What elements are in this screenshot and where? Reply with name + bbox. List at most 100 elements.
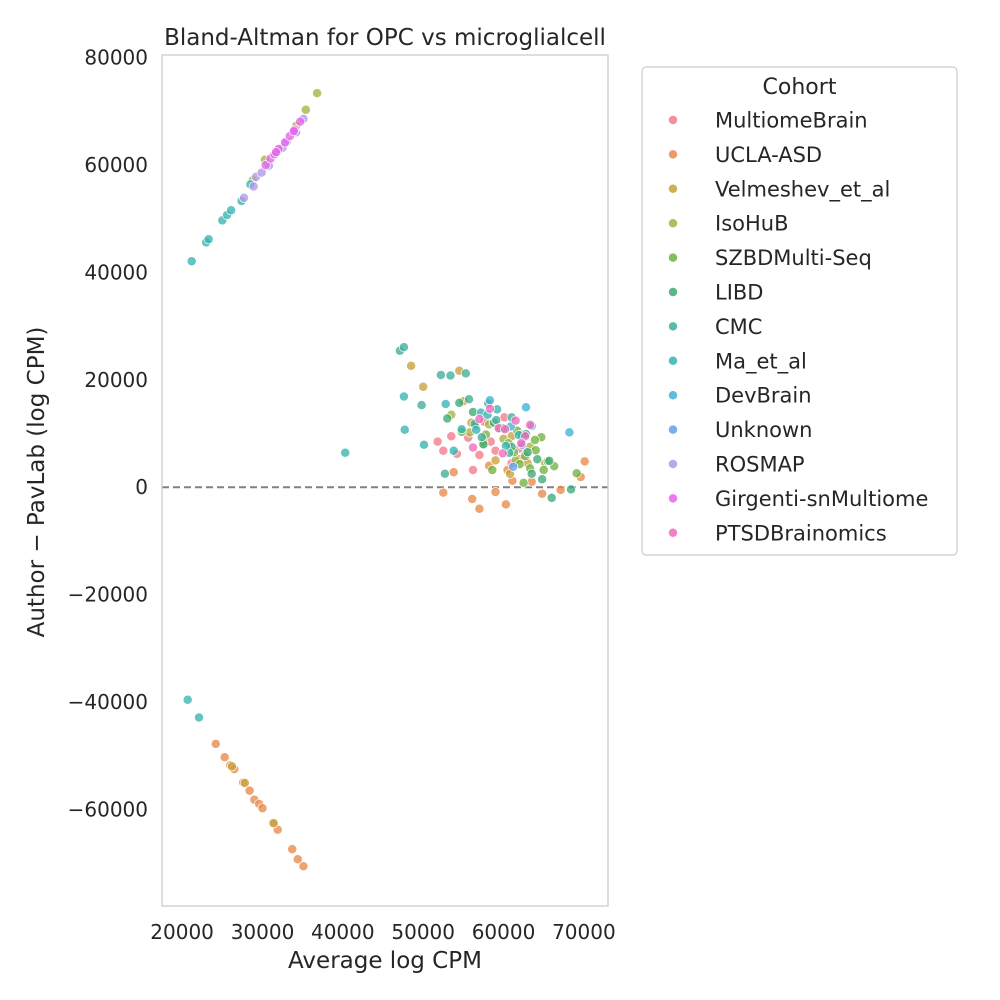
x-axis-label: Average log CPM: [288, 948, 482, 974]
plot-frame: [161, 54, 609, 907]
data-point-rosmap: [248, 181, 259, 192]
legend-entry: Ma_et_al: [715, 349, 807, 374]
legend-marker: [668, 218, 678, 229]
data-point-szbdmulti-seq: [518, 477, 529, 488]
data-point-ma-et-al: [186, 256, 197, 267]
data-point-ma-et-al: [471, 424, 482, 435]
data-point-szbdmulti-seq: [487, 465, 498, 475]
data-point-ma-et-al: [340, 447, 351, 458]
data-point-libd: [544, 455, 555, 466]
y-tick-label: −20000: [68, 583, 148, 607]
legend-marker: [668, 252, 678, 263]
legend-marker: [668, 459, 678, 469]
legend-entry: CMC: [715, 315, 762, 339]
legend-marker: [668, 183, 678, 194]
legend-marker: [668, 493, 678, 504]
y-tick-label: 40000: [84, 260, 148, 284]
plot-area: 20000 30000 40000 50000 60000 70000 80000 60000…: [68, 46, 616, 944]
legend-marker: [668, 115, 678, 125]
data-point-velmeshev-et-al: [406, 360, 417, 371]
data-point-multiomebrain: [438, 445, 449, 456]
data-point-ucla-asd: [467, 494, 478, 504]
data-point-devbrain: [564, 427, 575, 438]
data-point-ucla-asd: [292, 854, 303, 865]
data-point-ptsdbrainomics: [468, 442, 478, 453]
y-tick-label: −60000: [68, 797, 148, 821]
data-point-cmc: [398, 342, 409, 353]
y-tick-label: 60000: [84, 153, 148, 177]
data-point-szbdmulti-seq: [538, 465, 549, 475]
x-tick-label: 40000: [311, 920, 375, 944]
data-point-ucla-asd: [287, 844, 298, 855]
legend: Cohort MultiomeBrain UCLA-ASD Velmeshev_et_…: [641, 66, 958, 556]
data-point-isohub: [300, 104, 311, 115]
data-point-cmc: [476, 432, 487, 443]
legend-entry: DevBrain: [715, 384, 812, 408]
data-point-ma-et-al: [398, 391, 409, 402]
data-point-velmeshev-et-al: [239, 778, 250, 788]
legend-title: Cohort: [763, 75, 837, 100]
data-point-ptsdbrainomics: [516, 438, 527, 449]
data-point-velmeshev-et-al: [418, 381, 429, 392]
data-point-szbdmulti-seq: [530, 445, 541, 456]
y-tick-label: 20000: [84, 368, 148, 392]
legend-entry: Unknown: [715, 418, 812, 442]
data-point-ptsdbrainomics: [510, 415, 521, 426]
data-point-szbdmulti-seq: [529, 435, 540, 445]
data-point-multiomebrain: [446, 431, 457, 442]
data-point-ma-et-al: [419, 439, 429, 450]
chart-title: Bland-Altman for OPC vs microglialcell: [164, 25, 606, 51]
legend-entry: LIBD: [715, 281, 763, 305]
data-point-ptsdbrainomics: [525, 419, 536, 430]
data-point-isohub: [312, 88, 323, 99]
data-point-ucla-asd: [537, 488, 548, 499]
legend-entry: ROSMAP: [715, 453, 805, 477]
y-tick-label: 0: [135, 475, 148, 499]
data-point-ucla-asd: [448, 467, 459, 478]
x-tick-label: 30000: [231, 920, 295, 944]
data-point-devbrain: [521, 402, 531, 413]
data-point-libd: [537, 474, 548, 485]
data-point-ucla-asd: [579, 456, 590, 467]
data-point-cmc: [445, 370, 456, 381]
data-point-libd: [522, 447, 533, 458]
legend-entry: SZBDMulti-Seq: [715, 246, 872, 270]
data-point-ma-et-al: [226, 205, 237, 216]
data-point-ptsdbrainomics: [500, 424, 511, 435]
data-point-girgenti-snmultiome: [271, 147, 282, 158]
legend-marker: [668, 390, 678, 401]
data-point-multiomebrain: [474, 450, 485, 460]
data-point-libd: [442, 413, 453, 424]
data-point-ma-et-al: [194, 712, 204, 723]
data-point-rosmap: [256, 167, 267, 178]
legend-entry: MultiomeBrain: [715, 109, 868, 133]
data-point-girgenti-snmultiome: [295, 116, 306, 127]
legend-entry: Girgenti-snMultiome: [715, 487, 928, 511]
legend-marker: [668, 149, 678, 160]
data-point-ptsdbrainomics: [484, 403, 495, 414]
data-point-ma-et-al: [399, 424, 410, 435]
data-point-ucla-asd: [500, 499, 511, 510]
data-point-girgenti-snmultiome: [288, 126, 299, 137]
data-point-ucla-asd: [490, 487, 501, 497]
data-point-velmeshev-et-al: [490, 455, 501, 466]
data-point-libd: [454, 397, 465, 408]
data-point-devbrain: [484, 395, 495, 406]
data-point-cmc: [416, 400, 427, 411]
data-point-unknown: [508, 461, 519, 472]
legend-marker: [668, 321, 678, 332]
data-point-ucla-asd: [219, 752, 230, 763]
data-point-libd: [526, 468, 537, 479]
data-point-cmc: [460, 368, 471, 379]
data-point-libd: [532, 454, 543, 465]
data-point-cmc: [439, 468, 450, 479]
legend-marker: [668, 355, 678, 366]
data-point-ucla-asd: [210, 738, 221, 749]
y-axis-label: Author − PavLab (log CPM): [24, 327, 50, 638]
data-point-ma-et-al: [182, 694, 193, 705]
legend-marker: [668, 527, 678, 538]
data-point-libd: [566, 484, 576, 495]
x-tick-label: 70000: [552, 920, 616, 944]
data-point-cmc: [435, 370, 446, 380]
